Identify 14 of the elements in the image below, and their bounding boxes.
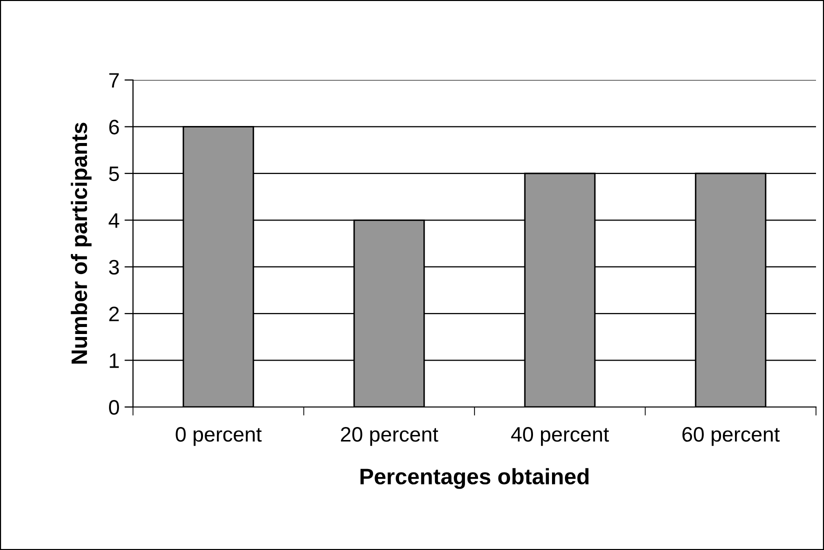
- x-tick-label: 20 percent: [340, 426, 438, 446]
- y-tick-label: 7: [109, 73, 119, 88]
- y-tick-label: 2: [109, 306, 119, 322]
- y-tick-label: 0: [109, 400, 119, 415]
- x-axis-title: Percentages obtained: [360, 468, 589, 489]
- y-tick-label: 4: [108, 213, 120, 228]
- y-tick-label: 1: [110, 354, 119, 368]
- x-tick-label: 60 percent: [682, 426, 780, 446]
- y-tick-label: 6: [109, 120, 119, 134]
- y-tick-label: 3: [109, 260, 119, 275]
- x-tick-label: 0 percent: [176, 426, 262, 446]
- y-tick-label: 5: [109, 166, 119, 182]
- x-tick-label: 40 percent: [511, 426, 609, 446]
- y-axis-title: Number of participants: [70, 122, 92, 364]
